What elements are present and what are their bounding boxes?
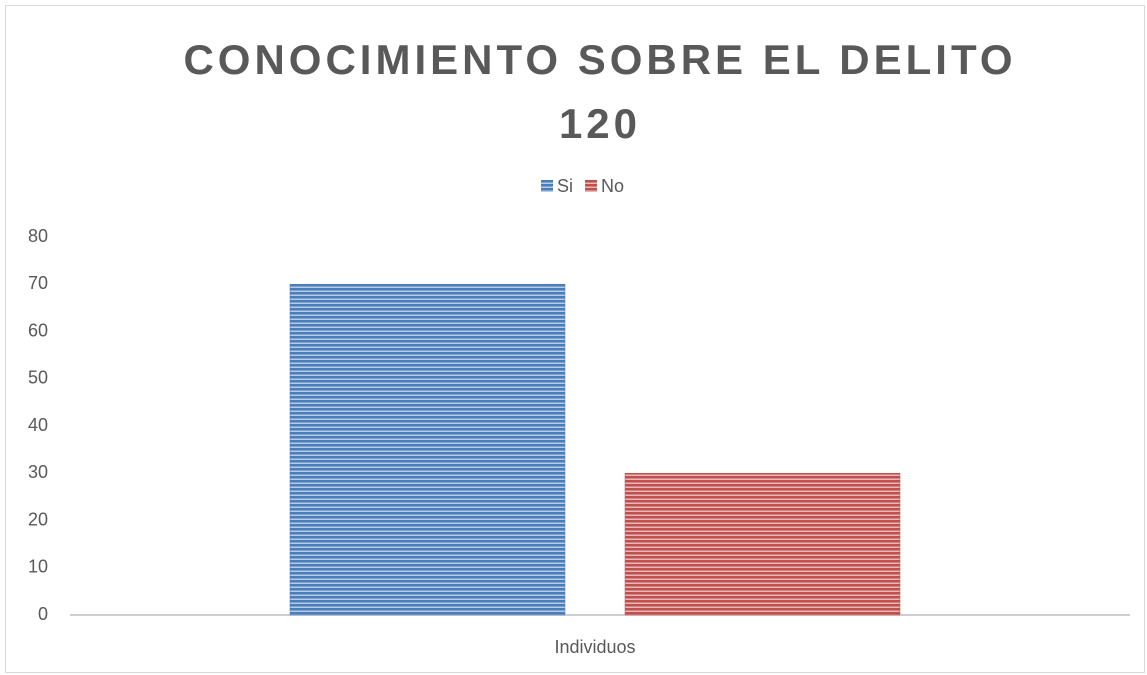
bar — [624, 473, 901, 616]
legend-swatch — [585, 180, 598, 192]
y-tick-label: 0 — [38, 604, 48, 624]
chart-title: CONOCIMIENTO SOBRE EL DELITO 120 — [183, 36, 1017, 147]
legend-label: No — [601, 176, 624, 196]
y-tick-label: 20 — [28, 509, 48, 529]
legend-swatch — [541, 180, 553, 192]
y-tick-label: 40 — [28, 415, 48, 435]
y-tick-label: 30 — [28, 462, 48, 482]
bar — [289, 284, 566, 616]
y-tick-label: 60 — [28, 320, 48, 340]
y-tick-label: 80 — [28, 226, 48, 246]
chart-border — [5, 5, 1145, 673]
legend-label: Si — [557, 176, 573, 196]
y-tick-label: 50 — [28, 368, 48, 388]
y-tick-label: 10 — [28, 557, 48, 577]
x-tick-label: Individuos — [554, 637, 635, 657]
y-tick-label: 70 — [28, 273, 48, 293]
